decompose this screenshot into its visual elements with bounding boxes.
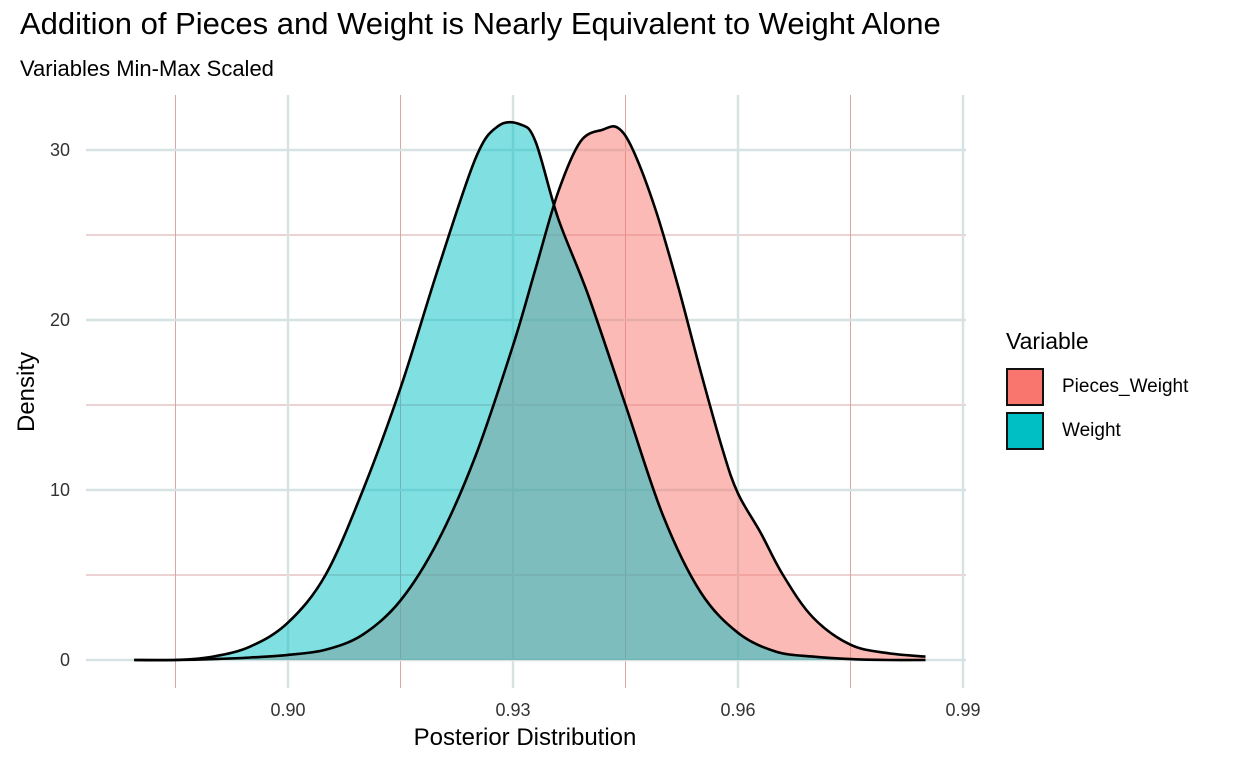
density-fill-weight [134,122,926,661]
y-tick-label: 20 [50,310,70,330]
y-tick-label: 30 [50,140,70,160]
legend-key-weight [1006,412,1044,450]
density-areas [134,120,926,662]
y-axis-title: Density [13,352,40,432]
legend-title: Variable [1006,328,1089,354]
legend-label: Weight [1062,420,1121,441]
x-tick-label: 0.90 [270,700,305,720]
x-axis-title: Posterior Distribution [414,724,637,751]
legend-item-pieces-weight: Pieces_Weight [1006,365,1188,409]
y-tick-label: 10 [50,480,70,500]
legend-key-pieces-weight [1006,368,1044,406]
density-outline-weight [134,120,926,662]
density-outline-pieces-weight [134,125,926,662]
x-tick-label: 0.99 [945,700,980,720]
legend-label: Pieces_Weight [1062,376,1189,397]
legend-item-weight: Weight [1006,409,1188,453]
x-axis-ticks: 0.90 0.93 0.96 0.99 [270,700,980,720]
x-tick-label: 0.96 [720,700,755,720]
y-tick-label: 0 [60,650,70,670]
legend: Variable Pieces_Weight Weight [1006,328,1188,453]
x-tick-label: 0.93 [495,700,530,720]
y-axis-ticks: 0 10 20 30 [50,140,70,670]
chart-title: Addition of Pieces and Weight is Nearly … [20,6,941,41]
chart-subtitle: Variables Min-Max Scaled [20,56,274,81]
